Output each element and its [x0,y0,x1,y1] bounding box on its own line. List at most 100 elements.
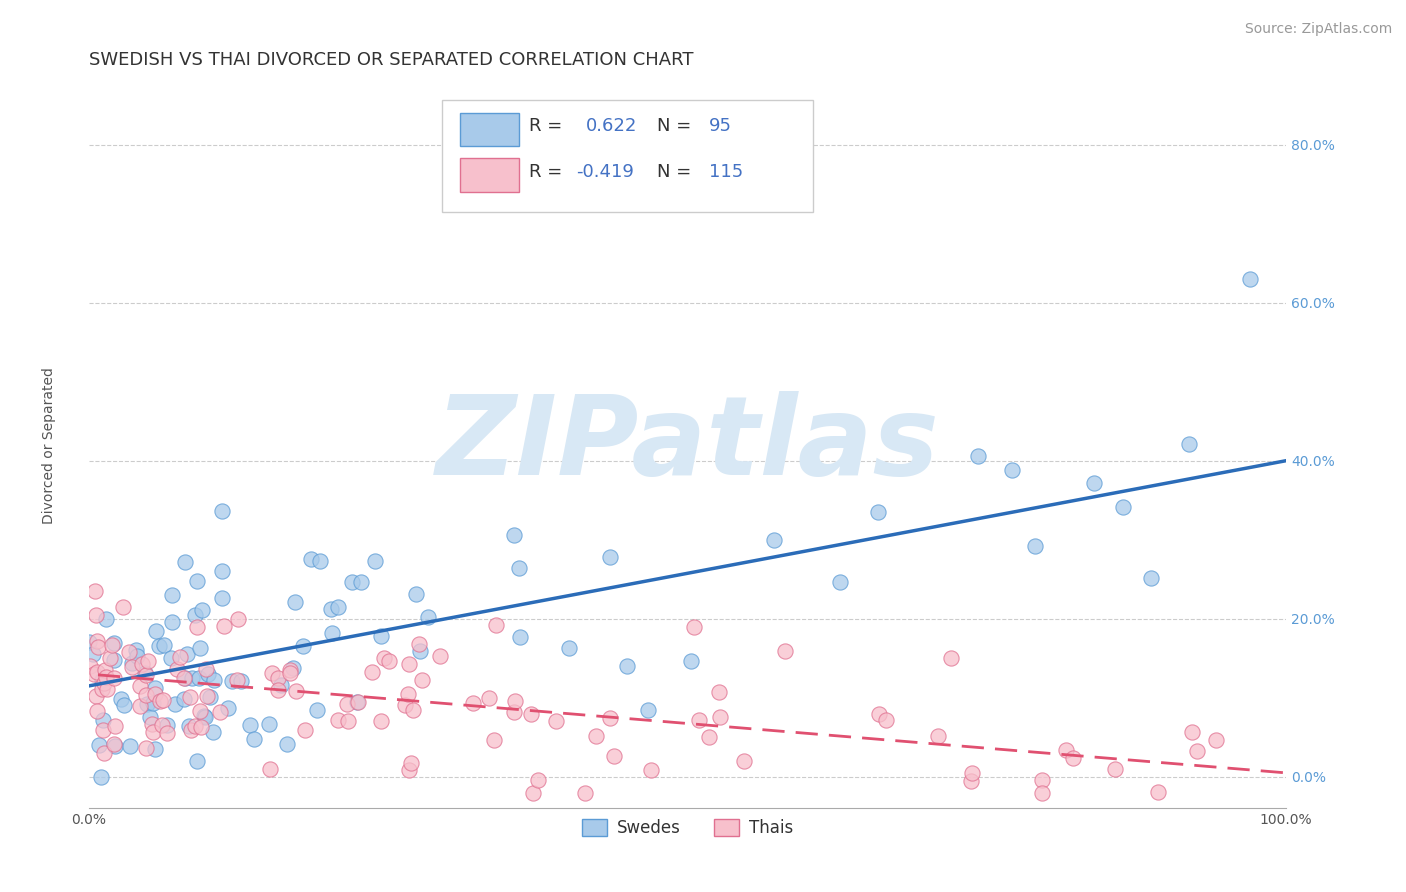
Point [84,608,107,623]
Point [640,763,662,777]
Point [401,756,423,770]
Point [276,737,298,751]
Text: 115: 115 [709,163,744,181]
Point [321,602,343,616]
Point [340,575,363,590]
Point [180,723,202,738]
Point [1205,733,1227,747]
Text: -0.419: -0.419 [576,163,634,181]
Point [522,786,544,800]
Point [98,650,121,665]
Point [160,588,183,602]
Point [370,714,392,728]
Point [174,671,197,685]
Point [259,762,281,776]
Point [79,658,101,673]
Point [405,586,427,600]
Point [194,710,217,724]
Point [616,658,638,673]
Point [558,640,581,655]
Point [153,638,176,652]
Point [967,449,990,463]
Point [396,686,419,700]
Point [688,713,710,727]
Point [211,564,233,578]
Point [284,595,307,609]
Point [336,697,359,711]
Point [188,671,211,685]
Point [125,648,148,663]
Point [482,733,505,747]
Point [697,730,720,744]
Point [231,674,253,689]
Point [1104,763,1126,777]
Point [337,714,360,728]
Point [217,701,239,715]
Point [398,763,420,777]
Point [94,612,117,626]
Point [142,725,165,739]
Point [326,600,349,615]
Point [202,724,225,739]
Point [186,574,208,588]
Point [96,682,118,697]
Point [866,505,889,519]
Point [198,690,221,704]
Point [191,603,214,617]
Point [960,774,983,789]
Point [179,690,201,704]
Point [135,688,157,702]
Point [91,681,114,696]
Point [1001,463,1024,477]
Point [939,651,962,665]
Point [135,667,157,681]
Point [294,723,316,737]
Point [93,676,115,690]
Point [134,666,156,681]
Point [349,575,371,590]
Point [603,748,626,763]
Point [585,729,607,743]
Point [242,731,264,746]
Point [284,683,307,698]
Point [186,754,208,768]
Point [212,619,235,633]
Point [305,703,328,717]
Point [110,692,132,706]
Point [709,684,731,698]
Point [86,704,108,718]
Point [278,664,301,678]
Text: ZIPatlas: ZIPatlas [436,392,939,499]
Point [121,656,143,670]
Point [546,714,568,728]
FancyBboxPatch shape [441,100,813,212]
Point [82,647,104,661]
Point [84,584,107,599]
Point [125,643,148,657]
Point [121,660,143,674]
Point [91,673,114,687]
Point [346,695,368,709]
Point [270,678,292,692]
Point [709,710,731,724]
Point [173,671,195,685]
Point [174,555,197,569]
Point [503,694,526,708]
Point [118,739,141,753]
Point [267,683,290,698]
Text: R =: R = [529,118,568,136]
Point [83,666,105,681]
Point [429,648,451,663]
Point [599,711,621,725]
Point [91,714,114,728]
Point [763,533,786,547]
Point [773,644,796,658]
Point [176,647,198,661]
Point [1147,785,1170,799]
Point [145,624,167,639]
Point [104,739,127,754]
Point [830,574,852,589]
Point [502,706,524,720]
Point [148,639,170,653]
Point [361,665,384,680]
